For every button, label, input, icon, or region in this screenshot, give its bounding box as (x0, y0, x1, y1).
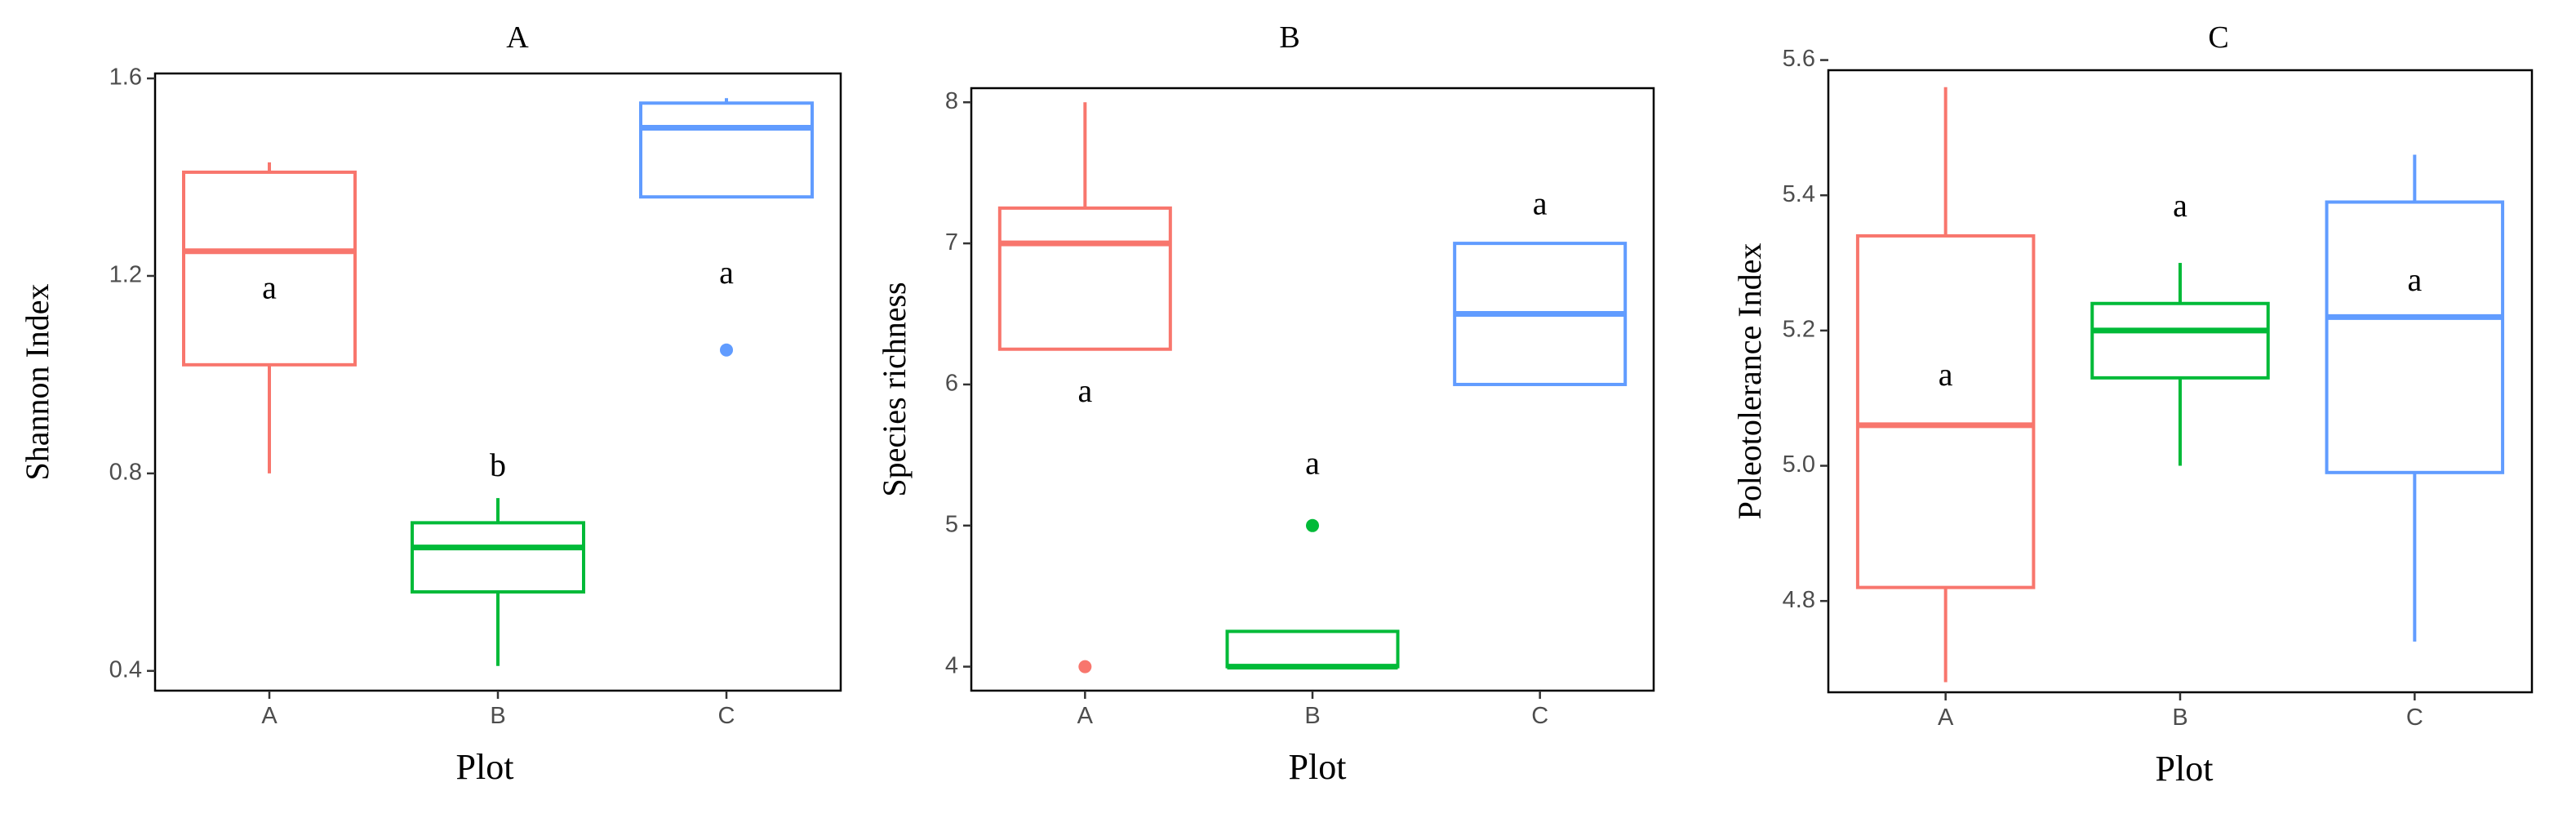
y-tick-label: 1.6 (109, 64, 142, 91)
significance-letter: a (1533, 184, 1548, 221)
panel-title: B (1279, 20, 1299, 55)
x-tick-label: C (2406, 705, 2423, 731)
y-tick-label: 4.8 (1783, 587, 1815, 613)
box-body (1855, 233, 2036, 589)
box-c (1453, 242, 1628, 386)
panel-title: C (2208, 20, 2228, 55)
significance-letter: a (719, 254, 734, 291)
significance-letter: a (1077, 372, 1092, 409)
y-tick-label: 5.2 (1783, 317, 1815, 343)
box-b (1225, 629, 1400, 670)
y-tick-label: 0.8 (109, 460, 142, 486)
box-a (1855, 87, 2036, 682)
panel-a: Aa b a 0.4 0.8 1.2 1.6 A B C Plot Shannon Index (19, 20, 842, 787)
y-tick-label: 5 (945, 511, 958, 537)
x-tick-label: B (490, 703, 505, 729)
y-tick-label: 0.4 (109, 656, 142, 682)
box-a (182, 162, 357, 473)
significance-letter: b (490, 447, 506, 483)
panel-c: Ca a a 4.8 5.0 5.2 5.4 5.6 A B C Plot Poleotolerance… (1731, 20, 2534, 789)
box-a (997, 102, 1172, 351)
box-b (2090, 263, 2270, 466)
panel-b: Ba a a 4 5 6 7 8 A B C Plot Species richness (876, 20, 1655, 787)
y-tick-label: 1.2 (109, 262, 142, 288)
y-tick-label: 8 (945, 88, 958, 114)
significance-letter: a (1939, 356, 1953, 393)
x-tick-label: A (261, 703, 278, 729)
y-tick-label: 5.4 (1783, 181, 1815, 207)
y-tick-label: 5.6 (1783, 46, 1815, 72)
y-axis-label: Poleotolerance Index (1731, 243, 1768, 520)
y-tick-label: 4 (945, 652, 958, 678)
x-tick-label: B (1304, 703, 1320, 729)
box-c (2325, 154, 2505, 642)
significance-letter: a (1305, 444, 1320, 481)
y-tick-label: 7 (945, 229, 958, 256)
y-axis-label: Species richness (876, 282, 913, 496)
x-tick-label: B (2172, 705, 2187, 731)
x-axis-label: Plot (456, 747, 514, 787)
x-tick-label: C (718, 703, 735, 729)
box-c (639, 98, 814, 199)
box-body (997, 206, 1172, 351)
box-body (411, 521, 585, 594)
significance-letter: a (2407, 261, 2422, 298)
outlier-point (1078, 660, 1092, 674)
outlier-point (1306, 518, 1319, 532)
box-b (411, 498, 585, 666)
y-tick-label: 6 (945, 371, 958, 397)
y-tick-label: 5.0 (1783, 451, 1815, 478)
box-body (1225, 629, 1400, 669)
significance-letter: a (262, 269, 277, 305)
box-body (182, 170, 357, 367)
x-axis-label: Plot (2156, 749, 2214, 789)
box-body (2090, 301, 2270, 380)
outlier-point (720, 343, 733, 357)
x-axis-label: Plot (1289, 747, 1347, 787)
y-axis-label: Shannon Index (19, 283, 56, 480)
x-tick-label: C (1531, 703, 1548, 729)
x-tick-label: A (1077, 703, 1094, 729)
box-body (639, 101, 814, 199)
panel-title: A (506, 20, 529, 55)
significance-letter: a (2173, 187, 2187, 224)
x-tick-label: A (1938, 705, 1954, 731)
box-body (2325, 200, 2505, 474)
